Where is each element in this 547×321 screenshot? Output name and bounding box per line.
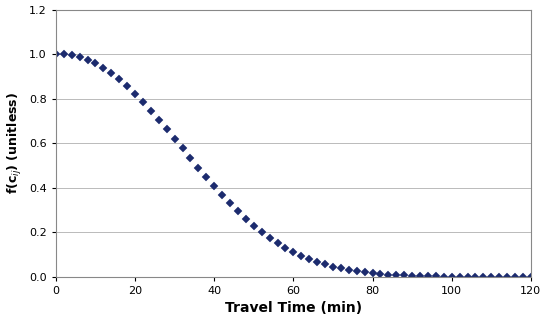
X-axis label: Travel Time (min): Travel Time (min) [225, 301, 362, 316]
Y-axis label: f(c$_{ij}$) (unitless): f(c$_{ij}$) (unitless) [5, 92, 24, 194]
